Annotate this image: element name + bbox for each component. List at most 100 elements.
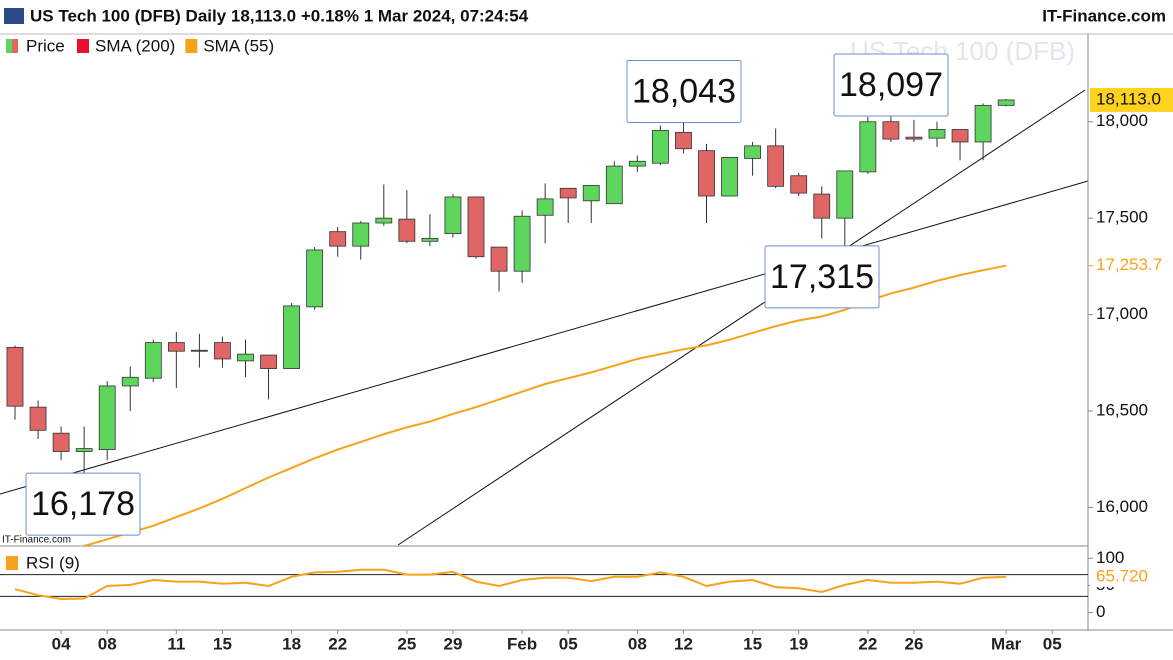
y-tick-label: 16,500	[1096, 400, 1148, 419]
legend-label: SMA (55)	[203, 36, 274, 55]
x-tick-label: 18	[282, 634, 301, 653]
rsi-value-marker	[1090, 566, 1173, 587]
candle-body	[190, 349, 208, 352]
candle-body	[421, 238, 439, 242]
legend-label: SMA (200)	[95, 36, 175, 55]
candle-body	[675, 131, 692, 150]
candle-body	[559, 187, 577, 199]
annotation-label: 16,178	[31, 485, 135, 523]
logo	[4, 8, 24, 24]
rsi-tick-label: 0	[1096, 602, 1105, 621]
legend: Price SMA (200) SMA (55)	[6, 36, 274, 55]
candle-body	[744, 145, 761, 159]
candle-body	[836, 170, 854, 219]
candle-body	[813, 193, 831, 219]
candle-body	[467, 196, 485, 258]
candle-body	[214, 342, 231, 360]
x-tick-label: 15	[213, 634, 232, 653]
x-tick-label: 04	[52, 634, 71, 653]
candle-body	[6, 346, 24, 407]
x-tick-label: 26	[904, 634, 923, 653]
candle-body	[882, 121, 900, 140]
candle-body	[997, 99, 1015, 106]
candle-body	[306, 249, 324, 308]
x-tick-label: 08	[628, 634, 647, 653]
x-tick-label: 22	[328, 634, 347, 653]
x-tick-label: 25	[397, 634, 416, 653]
annotation-box	[764, 245, 880, 309]
candle-body	[144, 342, 162, 379]
candle-body	[29, 406, 47, 431]
annotation-box	[25, 472, 141, 536]
candle-body	[167, 342, 185, 352]
candle-body	[352, 222, 370, 247]
legend-swatch	[77, 39, 89, 53]
rsi-tick-label: 100	[1096, 548, 1124, 567]
candle-body	[52, 432, 70, 452]
candle-body	[582, 184, 600, 202]
source-note: IT-Finance.com	[2, 535, 71, 546]
candle-body	[951, 129, 969, 143]
price-marker-label: 17,253.7	[1096, 255, 1162, 274]
y-tick-label: 17,500	[1096, 208, 1148, 227]
x-tick-label: 22	[858, 634, 877, 653]
candle-body	[790, 175, 808, 194]
candle-body	[283, 305, 301, 369]
x-tick-label: 29	[443, 634, 462, 653]
candle-body	[605, 165, 623, 205]
annotation-label: 18,043	[632, 72, 736, 110]
trend-line	[0, 180, 1089, 495]
x-tick-label: 11	[167, 634, 185, 653]
price-marker	[1090, 87, 1173, 112]
price-marker-label: 18,113.0	[1096, 89, 1161, 108]
candle-body	[628, 160, 646, 167]
annotation-box	[626, 59, 742, 123]
candle-body	[698, 150, 715, 197]
x-tick-label: 05	[559, 634, 578, 653]
x-tick-label: 12	[674, 634, 693, 653]
candle-body	[513, 215, 531, 272]
rsi-value-label: 65.720	[1096, 566, 1148, 585]
candle-body	[98, 385, 116, 450]
trend-line	[397, 89, 1086, 546]
legend-swatch	[185, 39, 198, 53]
x-tick-label: 05	[1043, 634, 1062, 653]
y-tick-label: 17,000	[1096, 304, 1148, 323]
candle-body	[444, 196, 462, 234]
legend-swatch	[12, 39, 18, 53]
candle-body	[329, 231, 347, 247]
candle-body	[721, 157, 738, 197]
legend-swatch	[6, 39, 12, 53]
annotation-label: 18,097	[839, 66, 943, 104]
x-tick-label: Mar	[991, 634, 1022, 653]
y-tick-label: 16,000	[1096, 497, 1148, 516]
legend-label: Price	[26, 36, 65, 55]
candle-body	[260, 354, 277, 369]
candle-body	[767, 145, 785, 187]
rsi-line	[14, 568, 1007, 601]
candle-body	[398, 218, 416, 242]
chart-title: US Tech 100 (DFB) Daily 18,113.0 +0.18% …	[30, 6, 529, 25]
source: IT-Finance.com	[1042, 6, 1166, 25]
sma-line	[80, 264, 1007, 546]
candle-body	[652, 130, 669, 164]
rsi-legend-label: RSI (9)	[26, 553, 80, 572]
annotation-box	[833, 53, 949, 117]
x-tick-label: Feb	[507, 634, 537, 653]
x-tick-label: 15	[743, 634, 762, 653]
candle-body	[490, 246, 508, 272]
candle-body	[905, 136, 923, 140]
annotation-label: 17,315	[770, 258, 874, 296]
candle-body	[974, 104, 992, 143]
candle-body	[121, 376, 139, 387]
candle-body	[75, 448, 93, 452]
y-tick-label: 18,000	[1096, 111, 1148, 130]
candle-body	[859, 121, 877, 173]
candle-body	[928, 129, 946, 139]
rsi-legend-swatch	[6, 556, 18, 570]
candle-body	[536, 198, 554, 216]
candle-body	[375, 217, 393, 224]
candle-body	[237, 353, 254, 362]
